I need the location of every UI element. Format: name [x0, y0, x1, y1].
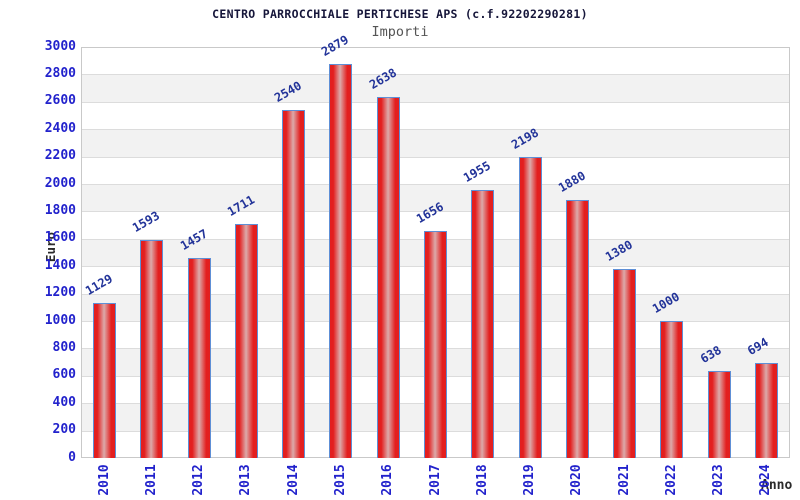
x-tick-label: 2023: [711, 464, 727, 496]
y-tick-label: 3000: [44, 38, 76, 54]
x-tick-label: 2021: [616, 464, 632, 496]
x-tick-label: 2015: [332, 464, 348, 496]
y-tick-label: 2200: [44, 148, 76, 164]
y-tick-label: 2600: [44, 93, 76, 109]
y-tick-label: 0: [68, 449, 76, 465]
y-tick-label: 600: [52, 367, 76, 383]
y-tick-label: 2800: [44, 65, 76, 81]
bar: [282, 110, 306, 458]
bar: [754, 362, 778, 458]
bar: [424, 231, 447, 458]
gridline: [81, 129, 790, 131]
bar: [613, 268, 637, 458]
x-tick-label: 2014: [285, 464, 301, 496]
bar: [471, 190, 495, 458]
x-axis-title: Anno: [761, 478, 793, 493]
x-tick-label: 2017: [427, 464, 443, 496]
y-tick-label: 2000: [44, 175, 76, 191]
y-tick-label: 200: [52, 422, 76, 438]
gridline: [81, 156, 790, 158]
y-tick-label: 1200: [44, 285, 76, 301]
x-tick-label: 2018: [474, 464, 490, 496]
x-tick-label: 2010: [96, 464, 112, 496]
gridline: [81, 74, 790, 76]
x-tick-label: 2020: [569, 464, 585, 496]
x-tick-label: 2022: [663, 464, 679, 496]
bar: [140, 239, 164, 458]
x-tick-label: 2013: [238, 464, 254, 496]
y-tick-label: 800: [52, 339, 76, 355]
y-tick-label: 2400: [44, 120, 76, 136]
chart-title: CENTRO PARROCCHIALE PERTICHESE APS (c.f.…: [212, 7, 588, 21]
plot-band: [81, 184, 790, 212]
x-tick-label: 2011: [143, 464, 159, 496]
bar: [660, 321, 684, 458]
x-tick-label: 2012: [191, 464, 207, 496]
chart-subtitle: Importi: [371, 24, 429, 40]
x-tick-label: 2019: [522, 464, 538, 496]
y-tick-label: 1000: [44, 312, 76, 328]
y-tick-label: 1600: [44, 230, 76, 246]
bar: [376, 96, 400, 458]
bar: [565, 200, 589, 458]
y-tick-label: 1800: [44, 202, 76, 218]
plot-band: [81, 74, 790, 102]
bar: [187, 258, 211, 458]
bar: [707, 370, 731, 458]
bar: [518, 156, 542, 458]
bar: [329, 63, 353, 458]
gridline: [81, 211, 790, 213]
gridline: [81, 184, 790, 185]
bar: [93, 303, 117, 458]
gridline: [81, 101, 790, 103]
plot-band: [81, 129, 790, 157]
x-tick-label: 2016: [380, 464, 396, 496]
x-tick-label: 2024: [758, 464, 774, 496]
y-tick-label: 1400: [44, 257, 76, 273]
bar: [234, 223, 258, 458]
y-tick-label: 400: [52, 394, 76, 410]
